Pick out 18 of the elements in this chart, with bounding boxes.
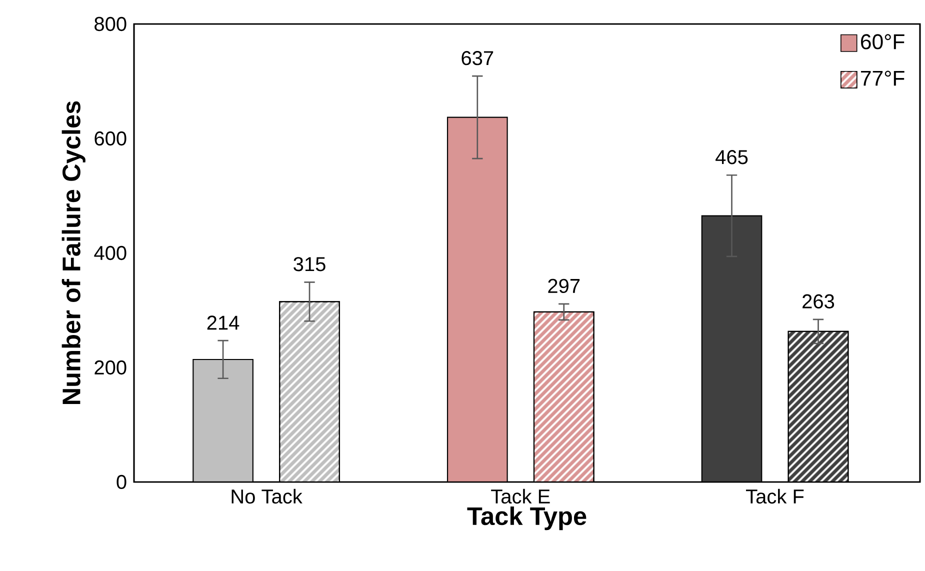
x-tick-label: Tack E xyxy=(491,488,550,504)
legend-label: 60°F xyxy=(861,34,904,50)
y-axis-title: Number of Failure Cycles xyxy=(62,101,86,404)
y-tick-label: 200 xyxy=(94,360,126,375)
y-tick-label: 0 xyxy=(116,474,126,490)
data-label: 315 xyxy=(294,257,326,272)
data-label: 637 xyxy=(462,51,494,66)
legend-label: 77°F xyxy=(861,70,904,86)
data-label: 214 xyxy=(207,316,240,330)
y-tick-label: 800 xyxy=(94,16,126,32)
x-tick-label: Tack F xyxy=(746,488,804,504)
x-tick-label: No Tack xyxy=(232,488,302,504)
data-label: 297 xyxy=(548,278,580,294)
data-label: 465 xyxy=(716,150,748,164)
y-tick-label: 400 xyxy=(94,246,126,260)
y-tick-label: 600 xyxy=(94,131,126,146)
x-axis-title: Tack Type xyxy=(467,506,586,530)
data-label: 263 xyxy=(802,294,834,308)
